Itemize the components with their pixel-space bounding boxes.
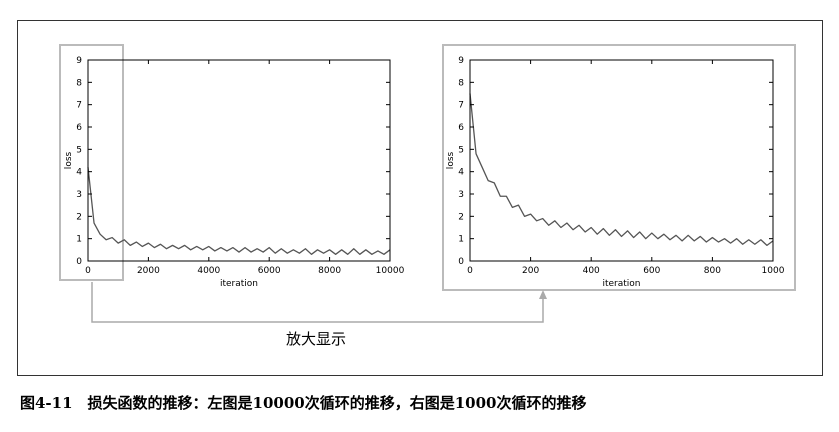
y-tick-label: 6 xyxy=(458,123,464,133)
y-tick-label: 1 xyxy=(458,235,464,245)
y-tick-label: 8 xyxy=(458,78,464,88)
zoom-region xyxy=(59,44,124,281)
x-tick-label: 0 xyxy=(467,266,473,276)
plot-area xyxy=(469,59,774,262)
x-axis-label: iteration xyxy=(220,279,258,289)
y-axis-label: loss xyxy=(64,151,74,169)
loss-line xyxy=(87,167,391,255)
y-tick-label: 8 xyxy=(76,78,82,88)
x-tick-label: 800 xyxy=(704,266,721,276)
y-axis-label: loss xyxy=(446,151,456,169)
y-tick-label: 2 xyxy=(458,212,464,222)
loss-line xyxy=(469,93,774,247)
x-tick-label: 10000 xyxy=(376,266,405,276)
y-tick-label: 5 xyxy=(76,145,82,155)
plot-area xyxy=(87,59,391,262)
connector xyxy=(91,282,544,323)
y-tick-label: 6 xyxy=(76,123,82,133)
annotation: 放大显示 xyxy=(286,330,346,348)
y-tick-label: 4 xyxy=(76,168,82,178)
y-tick-label: 7 xyxy=(458,101,464,111)
x-axis-label: iteration xyxy=(602,279,640,289)
x-tick-label: 6000 xyxy=(258,266,281,276)
y-tick-label: 9 xyxy=(458,56,464,66)
x-tick-label: 600 xyxy=(643,266,660,276)
x-tick-label: 200 xyxy=(522,266,539,276)
y-tick-label: 0 xyxy=(76,257,82,267)
x-tick-label: 400 xyxy=(583,266,600,276)
y-tick-label: 3 xyxy=(458,190,464,200)
y-tick-label: 5 xyxy=(458,145,464,155)
y-tick-label: 0 xyxy=(458,257,464,267)
x-tick-label: 4000 xyxy=(197,266,220,276)
y-tick-label: 7 xyxy=(76,101,82,111)
y-tick-label: 2 xyxy=(76,212,82,222)
y-tick-label: 1 xyxy=(76,235,82,245)
y-tick-label: 9 xyxy=(76,56,82,66)
x-tick-label: 0 xyxy=(85,266,91,276)
x-tick-label: 2000 xyxy=(137,266,160,276)
x-tick-label: 8000 xyxy=(318,266,341,276)
y-tick-label: 4 xyxy=(458,168,464,178)
arrow-head xyxy=(539,290,547,299)
zoom-panel xyxy=(442,44,796,291)
y-tick-label: 3 xyxy=(76,190,82,200)
frame xyxy=(17,20,823,376)
caption: 图4-11 损失函数的推移：左图是10000次循环的推移，右图是1000次循环的… xyxy=(20,394,586,412)
x-tick-label: 1000 xyxy=(762,266,785,276)
